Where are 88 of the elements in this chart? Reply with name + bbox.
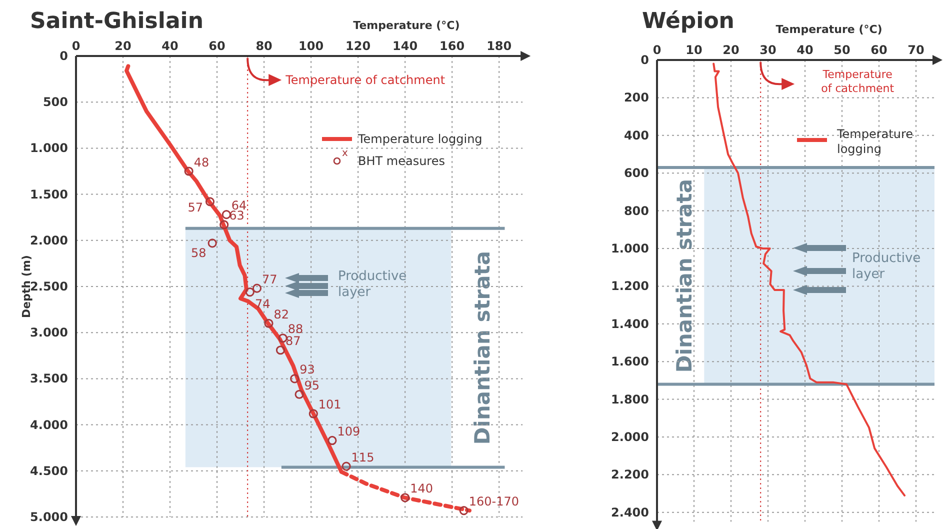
x-tick-label: 80: [256, 39, 272, 53]
y-tick-label: 200: [624, 90, 649, 105]
band-label: Dinantian strata: [672, 178, 697, 373]
point: [222, 210, 231, 220]
point: [245, 287, 254, 297]
y-tick-label: 1.000: [611, 241, 649, 256]
x-tick-label: 100: [298, 39, 324, 53]
point: [290, 374, 300, 384]
y-axis-title: Depth (m): [20, 255, 33, 318]
x-tick-label: 70: [908, 43, 924, 57]
x-tick-label: 160: [440, 39, 465, 53]
point: [294, 390, 304, 399]
point: [264, 318, 274, 328]
annotation: 77: [262, 272, 278, 286]
y-tick-label: 0: [640, 53, 649, 67]
point: [205, 197, 215, 206]
y-tick-label: 1.600: [611, 354, 649, 369]
x-tick-label: 60: [870, 43, 888, 57]
annotation: 74: [254, 297, 270, 312]
annotation: 82: [274, 307, 290, 322]
x-tick-label: 40: [796, 43, 814, 57]
annotation: x: [342, 148, 348, 159]
annotation: 140: [410, 482, 433, 496]
annotation: Productive layer: [852, 251, 921, 282]
ref-line-label: Temperature of catchment: [821, 68, 895, 95]
x-tick-label: 10: [686, 43, 702, 57]
y-tick-label: 1.800: [611, 392, 649, 406]
annotation: Productive layer: [338, 269, 407, 300]
annotation: 93: [300, 362, 315, 377]
x-tick-label: 60: [208, 39, 226, 53]
y-tick-label: 5.000: [30, 510, 68, 524]
annotation: 63: [229, 208, 244, 223]
y-tick-label: 1.500: [30, 187, 68, 202]
point: [220, 220, 229, 230]
y-tick-label: 2.500: [30, 280, 68, 294]
y-tick-label: 2.000: [611, 430, 649, 444]
y-tick-label: 2.200: [611, 468, 649, 482]
y-tick-label: 600: [624, 166, 649, 180]
legend-label: BHT measures: [358, 154, 445, 168]
y-tick-label: 2.000: [30, 233, 68, 248]
chart-title: Saint-Ghislain: [30, 9, 204, 34]
annotation: 115: [351, 450, 374, 464]
y-tick-label: 1.200: [611, 279, 649, 294]
point: [252, 284, 262, 293]
point: [308, 409, 318, 418]
y-tick-label: 4.000: [30, 418, 68, 432]
annotation: 48: [194, 155, 210, 170]
annotation: 95: [304, 378, 320, 392]
annotation: 88: [288, 322, 304, 336]
x-tick-label: 180: [486, 39, 512, 53]
x-axis-title: Temperature (°C): [776, 23, 882, 36]
x-tick-label: 140: [392, 39, 418, 53]
x-tick-label: 30: [760, 43, 776, 57]
y-tick-label: 500: [42, 95, 68, 110]
y-tick-label: 1.000: [30, 141, 68, 156]
ref-line-label: Temperature of catchment: [284, 73, 446, 87]
annotation: 160-170: [468, 494, 519, 509]
x-tick-label: 50: [834, 43, 850, 57]
x-tick-label: 20: [722, 43, 740, 57]
x-tick-label: 20: [114, 39, 132, 53]
x-axis-title: Temperature (°C): [353, 19, 460, 32]
x-tick-label: 0: [652, 43, 662, 57]
point: [328, 436, 337, 446]
point: [184, 166, 194, 176]
point: [276, 346, 286, 355]
x-tick-label: 40: [162, 39, 178, 53]
annotation: 87: [285, 334, 301, 348]
legend-label: Temperature logging: [357, 132, 482, 146]
chart-title: Wépion: [642, 9, 734, 34]
band-label: Dinantian strata: [470, 250, 494, 445]
annotation: 101: [318, 398, 342, 412]
annotation: 57: [188, 200, 203, 215]
y-tick-label: 1.400: [611, 316, 649, 331]
point: [459, 506, 468, 516]
point: [342, 462, 351, 471]
y-tick-label: 3.500: [30, 372, 68, 386]
x-tick-label: 0: [72, 39, 80, 53]
y-tick-label: 400: [624, 128, 649, 142]
annotation: 109: [337, 424, 360, 438]
y-tick-label: 3.000: [30, 326, 68, 340]
point: [208, 238, 217, 248]
y-tick-label: 2.400: [611, 505, 649, 520]
annotation: 58: [191, 246, 206, 260]
point: [400, 493, 410, 502]
y-tick-label: 800: [624, 204, 649, 218]
legend-label: Temperature logging: [836, 127, 914, 156]
x-tick-label: 120: [346, 39, 371, 53]
y-tick-label: 4.500: [30, 464, 68, 478]
